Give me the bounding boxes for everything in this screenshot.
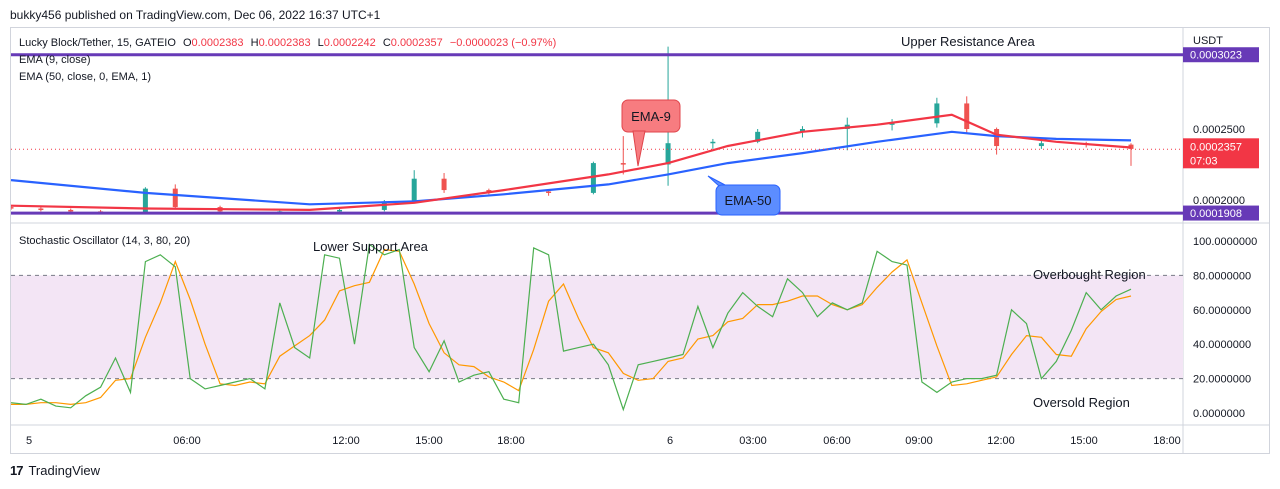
candles-group [8,46,1134,215]
time-tick-label: 15:00 [1070,435,1098,447]
ema50-callout-text: EMA-50 [725,193,772,208]
legend-change: −0.0000023 (−0.97%) [450,37,556,49]
oversold-label: Oversold Region [1033,395,1130,410]
osc-tick-label: 40.0000000 [1193,339,1251,351]
ema50-line [10,130,1132,206]
time-tick-label: 12:00 [332,435,360,447]
ema9-callout[interactable]: EMA-9 [621,99,681,167]
resistance-price-text: 0.0003023 [1190,50,1242,62]
osc-tick-label: 20.0000000 [1193,374,1251,386]
time-tick-label: 15:00 [415,435,443,447]
countdown-text: 07:03 [1190,155,1218,167]
ema9-callout-text: EMA-9 [631,109,671,124]
publisher-line: bukky456 published on TradingView.com, D… [10,8,381,22]
candle-body [934,103,940,124]
candle-body [665,143,671,165]
stoch-band-fill [11,275,1183,379]
legend-ema50: EMA (50, close, 0, EMA, 1) [19,71,151,83]
stoch-d-line [11,248,1132,406]
legend-ema9: EMA (9, close) [19,54,91,66]
legend-low-value: 0.0002242 [324,37,376,49]
tradingview-logo-icon: 17 [10,463,24,478]
legend-open-value: 0.0002383 [192,37,244,49]
osc-tick-label: 60.0000000 [1193,305,1251,317]
time-tick-label: 09:00 [905,435,933,447]
price-tick-label: 0.0002000 [1193,195,1245,207]
candle-body [38,208,44,211]
candle-body [172,188,178,208]
time-tick-label: 5 [26,435,32,447]
time-tick-label: 06:00 [823,435,851,447]
candle-body [710,141,716,144]
price-axis-currency: USDT [1193,35,1223,47]
candle-body [590,163,596,193]
candle-body [142,188,148,213]
osc-tick-label: 100.0000000 [1193,236,1257,248]
legend-symbol: Lucky Block/Tether, 15, GATEIO [19,37,176,49]
upper-resistance-label: Upper Resistance Area [901,34,1035,49]
last-price-tag: 0.0002357 07:03 [1183,138,1259,169]
stoch-legend: Stochastic Oscillator (14, 3, 80, 20) [19,235,190,247]
candle-body [411,178,417,202]
chart-frame: Lucky Block/Tether, 15, GATEIO O0.000238… [8,27,1270,454]
time-tick-label: 6 [667,435,673,447]
lower-support-label: Lower Support Area [313,239,429,254]
support-price-text: 0.0001908 [1190,208,1242,220]
legend-low-label: L [318,37,324,49]
candle-body [799,129,805,132]
candle-body [486,190,492,192]
osc-tick-label: 0.0000000 [1193,408,1245,420]
time-tick-label: 06:00 [173,435,201,447]
stoch-k-line [10,243,1132,412]
osc-tick-label: 80.0000000 [1193,270,1251,282]
candle-body [546,191,552,193]
time-axis[interactable]: 5 06:00 12:00 15:00 18:00 6 03:00 06:00 09:00 12:… [26,435,1181,447]
chart-canvas[interactable]: Lucky Block/Tether, 15, GATEIO O0.000238… [8,28,1269,453]
time-tick-label: 18:00 [1153,435,1181,447]
legend-open-label: O [183,37,192,49]
legend-close-value: 0.0002357 [391,37,443,49]
candle-body [337,209,343,212]
overbought-label: Overbought Region [1033,267,1146,282]
candle-body [620,163,626,165]
osc-axis: 100.0000000 80.0000000 60.0000000 40.000000… [1193,236,1257,420]
candle-body [68,209,74,212]
candle-body [1038,143,1044,147]
time-tick-label: 03:00 [739,435,767,447]
legend-line: Lucky Block/Tether, 15, GATEIO O0.000238… [19,37,556,49]
candle-body [964,103,970,129]
ema9-line [10,113,1132,212]
support-price-tag: 0.0001908 [1183,205,1259,221]
time-tick-label: 18:00 [497,435,525,447]
candle-body [755,131,761,142]
candle-body [8,207,14,209]
candle-body [889,123,895,125]
last-price-text: 0.0002357 [1190,141,1242,153]
legend-high-label: H [251,37,259,49]
price-tick-label: 0.0002500 [1193,124,1245,136]
footer-brand: TradingView [28,463,101,478]
candle-body [441,178,447,191]
resistance-price-tag: 0.0003023 [1183,47,1259,63]
time-tick-label: 12:00 [987,435,1015,447]
candle-body [994,129,1000,147]
ema50-callout[interactable]: EMA-50 [707,175,781,216]
footer: 17 TradingView [10,463,100,478]
legend-close-label: C [383,37,391,49]
legend-high-value: 0.0002383 [259,37,311,49]
